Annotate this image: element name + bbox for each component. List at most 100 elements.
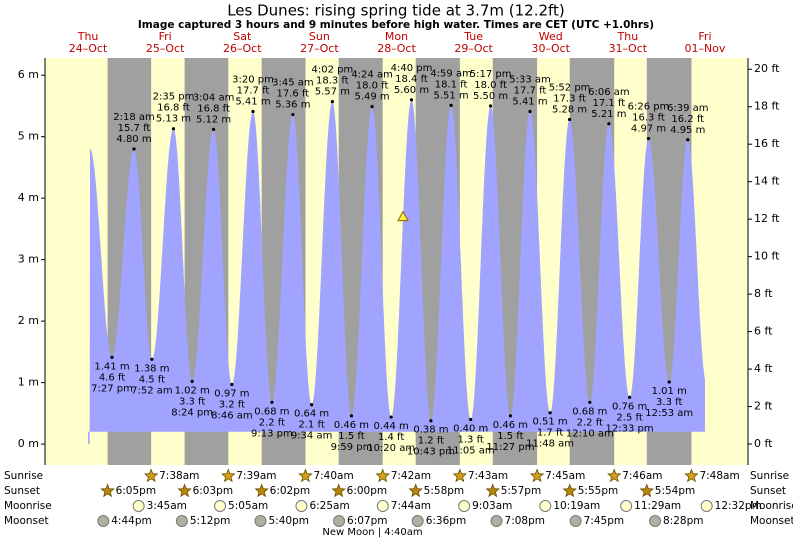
tide-point [330, 100, 334, 104]
day-date: 31–Oct [609, 42, 648, 55]
sunrise-icon [684, 468, 699, 483]
moonrise-icon [700, 500, 713, 512]
sunrise-time: 7:48am [699, 470, 739, 482]
tide-label: 2.1 ft [298, 420, 324, 431]
tide-label: 1.02 m [175, 385, 210, 396]
day-date: 26–Oct [223, 42, 262, 55]
row-label: Sunrise [4, 470, 43, 482]
tide-label: 12:10 am [566, 428, 614, 439]
sunrise-icon [143, 468, 159, 483]
sunset-icon [331, 483, 346, 498]
moonrise-time: 5:05am [228, 500, 268, 512]
moonrise-time: 9:03am [472, 500, 512, 512]
tide-point [686, 138, 690, 142]
moonrise-time: 11:29am [634, 500, 681, 512]
day-date: 24–Oct [69, 42, 108, 55]
chart-subtitle: Image captured 3 hours and 9 minutes bef… [138, 19, 654, 31]
tide-label: 9:13 pm [251, 428, 293, 439]
tide-point [270, 400, 274, 404]
tide-label: 4:59 am [430, 68, 472, 79]
day-date: 27–Oct [300, 42, 339, 55]
tide-point [548, 411, 552, 415]
chart-title: Les Dunes: rising spring tide at 3.7m (1… [227, 2, 565, 20]
tide-label: 8:46 am [211, 410, 253, 421]
tide-label: 3:04 am [193, 92, 235, 103]
tide-point [646, 136, 651, 141]
y2-tick-label: 20 ft [754, 62, 780, 75]
tide-point [508, 414, 513, 418]
tide-area [88, 99, 705, 445]
tide-label: 3:45 am [272, 78, 314, 89]
y2-tick-label: 2 ft [754, 400, 773, 413]
tide-label: 2:35 pm [153, 92, 195, 103]
tide-label: 1.41 m [94, 361, 129, 372]
tide-point [370, 104, 374, 109]
tide-label: 0.64 m [294, 409, 329, 420]
sunrise-icon [375, 468, 390, 483]
tide-label: 5.21 m [591, 109, 626, 120]
moonset-icon [490, 515, 503, 527]
tide-point [211, 127, 216, 131]
moonset-icon [97, 515, 110, 527]
y2-tick-label: 6 ft [754, 325, 773, 338]
tide-label: 5.51 m [433, 90, 468, 101]
tide-label: 18.0 ft [356, 81, 389, 92]
tide-point [628, 395, 632, 399]
tide-point [110, 355, 114, 360]
row-label: Sunset [4, 485, 40, 497]
y2-tick-label: 14 ft [754, 175, 780, 188]
tide-label: 4.5 ft [139, 374, 165, 385]
tide-label: 6:39 am [667, 103, 709, 114]
tide-label: 1.4 ft [378, 432, 404, 443]
row-label: Sunset [750, 485, 786, 497]
tide-point [349, 414, 354, 418]
tide-label: 6:26 pm [628, 102, 670, 113]
sunrise-icon [298, 468, 313, 483]
tide-label: 16.3 ft [632, 113, 665, 124]
moonrise-icon [214, 500, 227, 512]
y2-tick-label: 12 ft [754, 212, 780, 225]
tide-label: 17.7 ft [237, 85, 270, 96]
row-label: Moonset [4, 515, 49, 527]
tide-label: 9:34 am [291, 431, 333, 442]
tide-label: 4:02 pm [311, 65, 353, 76]
tide-label: 17.3 ft [553, 93, 586, 104]
tide-label: 0.46 m [334, 420, 369, 431]
sunrise-icon [452, 468, 468, 483]
tide-label: 5.12 m [196, 114, 231, 125]
tide-label: 10:43 pm [407, 447, 455, 458]
tide-label: 1.2 ft [418, 436, 444, 447]
tide-label: 4.97 m [631, 124, 666, 135]
tide-label: 5.36 m [275, 100, 310, 111]
moonrise-time: 7:44am [391, 500, 431, 512]
tide-label: 1.38 m [134, 363, 169, 374]
tide-label: 2.2 ft [577, 417, 603, 428]
moonset-icon [649, 515, 662, 527]
moonset-icon [411, 515, 424, 527]
tide-label: 18.1 ft [435, 79, 468, 90]
tide-label: 0.44 m [374, 421, 409, 432]
sunset-icon [177, 483, 192, 498]
sunset-icon [408, 483, 423, 498]
tide-point [389, 415, 393, 419]
moonrise-icon [132, 500, 145, 512]
tide-label: 16.2 ft [671, 114, 704, 125]
day-name: Fri [698, 30, 711, 43]
day-name: Wed [539, 30, 563, 43]
tide-label: 6:06 am [588, 87, 630, 98]
tide-label: 4:40 pm [391, 63, 433, 74]
moonset-time: 4:44pm [111, 515, 151, 527]
tide-label: 0.68 m [254, 406, 289, 417]
tide-point [528, 109, 532, 114]
sunset-time: 5:58pm [424, 485, 464, 497]
day-name: Sat [233, 30, 252, 43]
sunrise-time: 7:43am [468, 470, 508, 482]
moonrise-time: 12:32pm [715, 500, 762, 512]
moonset-time: 6:36pm [426, 515, 466, 527]
y2-tick-label: 8 ft [754, 287, 773, 300]
tide-label: 1.5 ft [497, 431, 523, 442]
y-tick-label: 6 m [18, 68, 39, 81]
moon-phase: New Moon | 4:40am [322, 527, 422, 538]
tide-label: 0.76 m [612, 401, 647, 412]
y-tick-label: 4 m [18, 191, 39, 204]
